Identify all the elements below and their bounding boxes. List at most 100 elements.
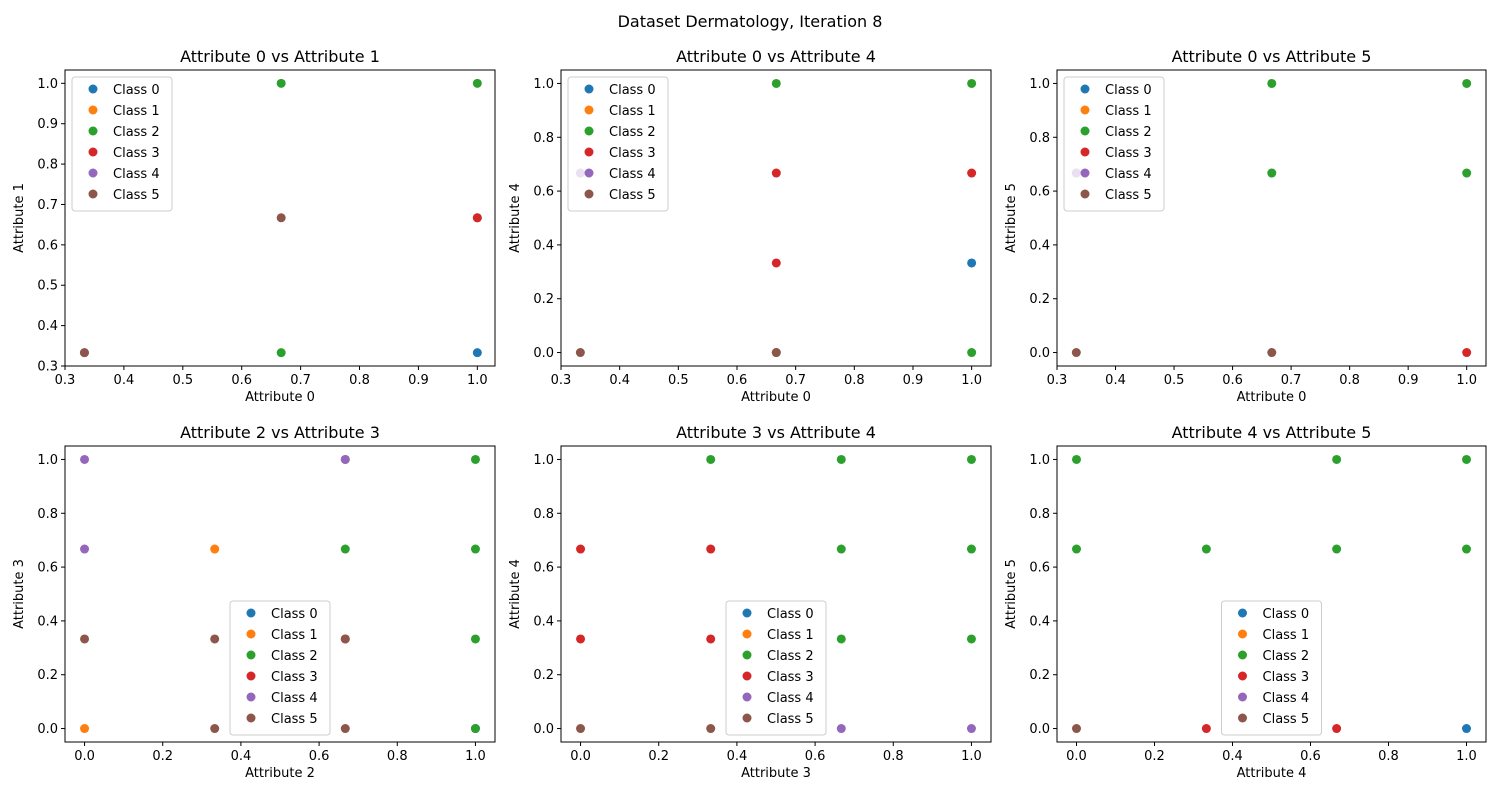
legend-label-class-1: Class 1 bbox=[609, 104, 656, 119]
legend-marker-class-1 bbox=[742, 629, 752, 639]
x-tick-label: 0.0 bbox=[570, 749, 591, 764]
legend-marker-class-1 bbox=[246, 629, 256, 639]
legend-label-class-5: Class 5 bbox=[1105, 188, 1152, 203]
data-point-class-4 bbox=[966, 724, 976, 734]
x-tick-label: 0.5 bbox=[668, 373, 689, 388]
legend-label-class-5: Class 5 bbox=[609, 188, 656, 203]
data-point-class-3 bbox=[1201, 724, 1211, 734]
x-tick-label: 0.4 bbox=[727, 749, 748, 764]
legend-marker-class-5 bbox=[246, 713, 256, 723]
data-point-class-4 bbox=[836, 724, 846, 734]
subplot-5: Attribute 3 vs Attribute 4 0.0 0.2 0.4 0.6 0.… bbox=[508, 423, 992, 781]
x-tick-label: 1.0 bbox=[467, 373, 488, 388]
x-tick-label: 1.0 bbox=[1456, 749, 1477, 764]
legend-label-class-4: Class 4 bbox=[767, 691, 814, 706]
data-point-class-5 bbox=[340, 724, 350, 734]
data-point-class-2 bbox=[967, 78, 977, 88]
data-point-class-5 bbox=[575, 348, 585, 358]
legend-label-class-2: Class 2 bbox=[1263, 649, 1310, 664]
y-tick-label: 0.5 bbox=[37, 279, 58, 294]
legend-marker-class-1 bbox=[1238, 629, 1247, 639]
x-axis-label: Attribute 0 bbox=[245, 390, 315, 405]
legend-marker-class-0 bbox=[246, 608, 256, 618]
data-point-class-2 bbox=[472, 78, 482, 88]
x-tick-label: 0.0 bbox=[74, 749, 95, 764]
data-point-class-3 bbox=[706, 634, 716, 644]
y-tick-label: 0.0 bbox=[533, 346, 554, 361]
data-point-class-2 bbox=[966, 634, 976, 644]
legend-label-class-2: Class 2 bbox=[1105, 125, 1152, 140]
y-tick-label: 0.8 bbox=[37, 507, 58, 522]
y-tick-label: 0.6 bbox=[1029, 561, 1050, 576]
y-tick-label: 0.2 bbox=[37, 668, 58, 683]
data-point-class-2 bbox=[1072, 454, 1081, 464]
legend-label-class-0: Class 0 bbox=[1263, 607, 1310, 622]
y-tick-label: 0.8 bbox=[533, 131, 554, 146]
data-point-class-3 bbox=[576, 634, 586, 644]
subplot-6: Attribute 4 vs Attribute 5 0.0 0.2 0.4 0.6 0.… bbox=[1004, 423, 1487, 781]
data-point-class-5 bbox=[1072, 724, 1081, 734]
subplot-title: Attribute 4 vs Attribute 5 bbox=[1172, 423, 1372, 442]
x-tick-label: 0.9 bbox=[1398, 373, 1419, 388]
y-tick-label: 0.4 bbox=[1029, 238, 1050, 253]
figure-title: Dataset Dermatology, Iteration 8 bbox=[617, 12, 883, 31]
y-axis-label: Attribute 3 bbox=[12, 559, 27, 629]
legend-marker-class-1 bbox=[88, 105, 98, 115]
legend-marker-class-5 bbox=[1238, 713, 1247, 723]
data-point-class-2 bbox=[1462, 544, 1471, 554]
data-point-class-5 bbox=[340, 634, 350, 644]
legend-marker-class-5 bbox=[88, 189, 98, 199]
data-point-class-2 bbox=[1462, 78, 1472, 88]
x-tick-label: 0.3 bbox=[55, 373, 76, 388]
data-point-class-3 bbox=[967, 168, 977, 178]
data-point-class-2 bbox=[1462, 168, 1472, 178]
x-tick-label: 1.0 bbox=[1456, 373, 1477, 388]
legend-marker-class-2 bbox=[88, 126, 98, 136]
legend-marker-class-0 bbox=[88, 84, 98, 94]
data-point-class-2 bbox=[966, 544, 976, 554]
data-point-class-5 bbox=[576, 724, 586, 734]
y-tick-label: 1.0 bbox=[1029, 453, 1050, 468]
data-point-class-3 bbox=[1462, 348, 1472, 358]
data-point-class-2 bbox=[836, 544, 846, 554]
data-point-class-2 bbox=[470, 454, 480, 464]
x-tick-label: 0.8 bbox=[844, 373, 865, 388]
legend-marker-class-4 bbox=[1238, 692, 1247, 702]
legend-label-class-0: Class 0 bbox=[271, 607, 318, 622]
legend-label-class-1: Class 1 bbox=[1105, 104, 1152, 119]
data-point-class-3 bbox=[706, 544, 716, 554]
legend-label-class-0: Class 0 bbox=[1105, 83, 1152, 98]
legend-marker-class-4 bbox=[88, 168, 98, 178]
data-point-class-0 bbox=[1462, 724, 1471, 734]
x-axis-label: Attribute 0 bbox=[741, 390, 811, 405]
x-tick-label: 0.7 bbox=[785, 373, 806, 388]
legend-label-class-2: Class 2 bbox=[113, 125, 160, 140]
y-tick-label: 1.0 bbox=[1029, 77, 1050, 92]
legend: Class 0 Class 1 Class 2 Class 3 Class 4 Class… bbox=[567, 76, 669, 212]
data-point-class-2 bbox=[1332, 454, 1342, 464]
y-axis-label: Attribute 1 bbox=[12, 183, 27, 253]
data-point-class-2 bbox=[836, 634, 846, 644]
data-point-class-2 bbox=[276, 78, 286, 88]
legend-marker-class-0 bbox=[1080, 84, 1090, 94]
y-tick-label: 0.0 bbox=[1029, 346, 1050, 361]
legend-marker-class-1 bbox=[584, 105, 594, 115]
x-tick-label: 0.3 bbox=[1047, 373, 1068, 388]
x-tick-label: 0.9 bbox=[408, 373, 429, 388]
x-tick-label: 0.8 bbox=[349, 373, 370, 388]
legend-marker-class-0 bbox=[584, 84, 594, 94]
subplot-4: Attribute 2 vs Attribute 3 0.0 0.2 0.4 0.6 0.… bbox=[12, 423, 496, 781]
y-tick-label: 0.6 bbox=[533, 185, 554, 200]
x-tick-label: 0.7 bbox=[290, 373, 311, 388]
data-point-class-2 bbox=[967, 348, 977, 358]
legend-label-class-3: Class 3 bbox=[113, 146, 160, 161]
y-tick-label: 0.8 bbox=[1029, 131, 1050, 146]
y-tick-label: 0.8 bbox=[533, 507, 554, 522]
x-tick-label: 0.6 bbox=[805, 749, 826, 764]
data-point-class-4 bbox=[80, 544, 90, 554]
x-tick-label: 0.4 bbox=[609, 373, 630, 388]
x-tick-label: 0.6 bbox=[309, 749, 330, 764]
legend-marker-class-3 bbox=[584, 147, 594, 157]
legend-marker-class-2 bbox=[742, 650, 752, 660]
y-tick-label: 0.9 bbox=[37, 117, 58, 132]
